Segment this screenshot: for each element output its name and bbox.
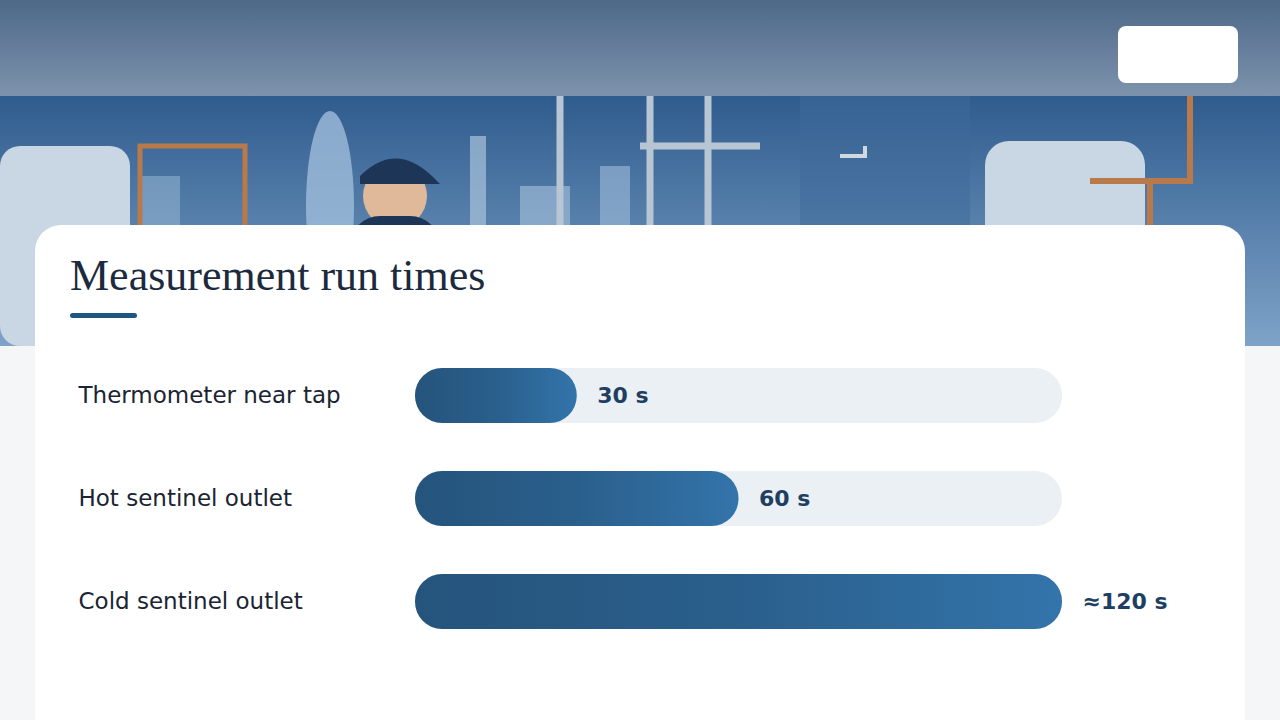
svg-text:Thermometer near tap: Thermometer near tap <box>78 382 341 408</box>
svg-text:Cold sentinel outlet: Cold sentinel outlet <box>79 588 303 614</box>
svg-text:≈120 s: ≈120 s <box>1083 589 1168 614</box>
html-text:Measurement run times: Measurement run times <box>70 251 486 300</box>
svg-text:30 s: 30 s <box>597 383 648 408</box>
svg-text:Hot sentinel outlet: Hot sentinel outlet <box>79 485 292 511</box>
svg-text:60 s: 60 s <box>759 486 810 511</box>
